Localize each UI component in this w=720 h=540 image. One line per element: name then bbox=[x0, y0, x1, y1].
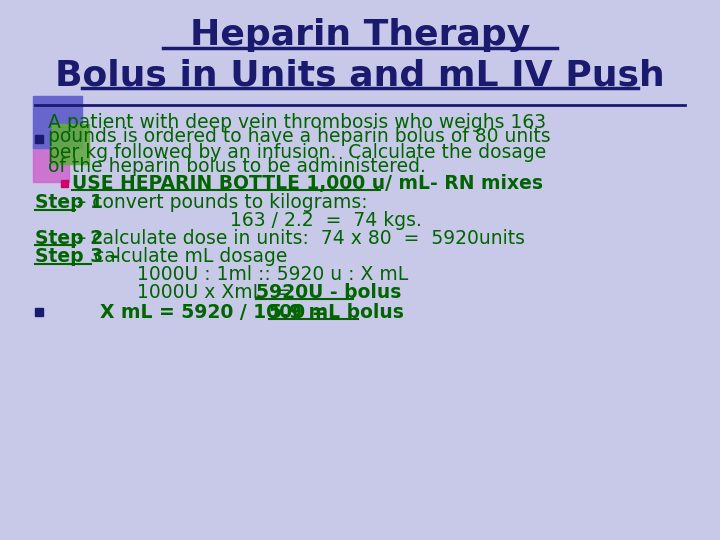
Bar bbox=[33, 144, 68, 182]
Text: Step 2: Step 2 bbox=[35, 228, 103, 247]
Bar bbox=[52, 124, 89, 164]
Bar bbox=[61, 180, 68, 187]
Text: 1000U : 1ml :: 5920 u : X mL: 1000U : 1ml :: 5920 u : X mL bbox=[138, 266, 408, 285]
Text: A patient with deep vein thrombosis who weighs 163: A patient with deep vein thrombosis who … bbox=[48, 112, 546, 132]
Bar bbox=[33, 96, 81, 148]
Text: 5920U - bolus: 5920U - bolus bbox=[256, 282, 402, 301]
Text: per kg followed by an infusion.  Calculate the dosage: per kg followed by an infusion. Calculat… bbox=[48, 143, 546, 161]
Bar bbox=[35, 135, 42, 143]
Text: Bolus in Units and mL IV Push: Bolus in Units and mL IV Push bbox=[55, 58, 665, 92]
Text: – convert pounds to kilograms:: – convert pounds to kilograms: bbox=[77, 193, 367, 213]
Text: 163 / 2.2  =  74 kgs.: 163 / 2.2 = 74 kgs. bbox=[230, 211, 422, 229]
Text: Step 3 –: Step 3 – bbox=[35, 247, 120, 267]
Text: 5.9 mL bolus: 5.9 mL bolus bbox=[269, 302, 404, 321]
Text: Step 1: Step 1 bbox=[35, 193, 103, 213]
Text: 1000U x XmL  =: 1000U x XmL = bbox=[138, 282, 303, 301]
Text: USE HEPARIN BOTTLE 1,000 u/ mL- RN mixes: USE HEPARIN BOTTLE 1,000 u/ mL- RN mixes bbox=[72, 173, 544, 192]
Text: calculate mL dosage: calculate mL dosage bbox=[94, 247, 287, 267]
Text: Heparin Therapy: Heparin Therapy bbox=[190, 18, 530, 52]
Text: of the heparin bolus to be administered.: of the heparin bolus to be administered. bbox=[48, 158, 426, 177]
Text: – calculate dose in units:  74 x 80  =  5920units: – calculate dose in units: 74 x 80 = 592… bbox=[77, 228, 525, 247]
Text: pounds is ordered to have a heparin bolus of 80 units: pounds is ordered to have a heparin bolu… bbox=[48, 127, 551, 146]
Bar bbox=[35, 308, 42, 316]
Text: X mL = 5920 / 1000 =: X mL = 5920 / 1000 = bbox=[48, 302, 334, 321]
